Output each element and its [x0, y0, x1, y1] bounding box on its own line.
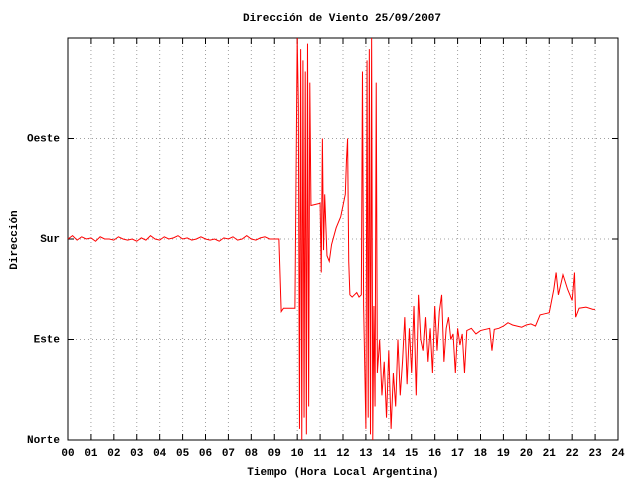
x-tick-label: 04 — [153, 448, 167, 460]
x-tick-label: 16 — [428, 448, 441, 460]
y-tick-label: Oeste — [27, 133, 60, 145]
y-tick-label: Sur — [40, 234, 60, 246]
x-tick-label: 22 — [566, 448, 579, 460]
x-tick-label: 06 — [199, 448, 212, 460]
x-tick-label: 11 — [313, 448, 327, 460]
y-tick-label: Norte — [27, 435, 60, 447]
x-tick-label: 14 — [382, 448, 396, 460]
x-tick-label: 23 — [588, 448, 602, 460]
x-tick-label: 12 — [336, 448, 349, 460]
x-tick-label: 03 — [130, 448, 144, 460]
x-tick-label: 05 — [176, 448, 190, 460]
x-tick-label: 19 — [497, 448, 510, 460]
x-tick-label: 24 — [611, 448, 625, 460]
y-tick-label: Este — [34, 334, 61, 346]
x-tick-label: 02 — [107, 448, 120, 460]
chart-title: Dirección de Viento 25/09/2007 — [243, 13, 441, 25]
x-tick-label: 01 — [84, 448, 98, 460]
x-axis-label: Tiempo (Hora Local Argentina) — [247, 467, 438, 479]
x-tick-label: 08 — [245, 448, 259, 460]
x-tick-label: 13 — [359, 448, 373, 460]
x-tick-label: 20 — [520, 448, 533, 460]
x-tick-label: 09 — [268, 448, 281, 460]
x-tick-label: 10 — [291, 448, 304, 460]
y-axis-label: Dirección — [9, 210, 21, 269]
x-tick-label: 18 — [474, 448, 488, 460]
x-tick-label: 17 — [451, 448, 464, 460]
x-tick-label: 00 — [61, 448, 74, 460]
data-line — [67, 37, 596, 441]
x-tick-label: 15 — [405, 448, 419, 460]
x-tick-label: 21 — [543, 448, 557, 460]
x-tick-label: 07 — [222, 448, 235, 460]
